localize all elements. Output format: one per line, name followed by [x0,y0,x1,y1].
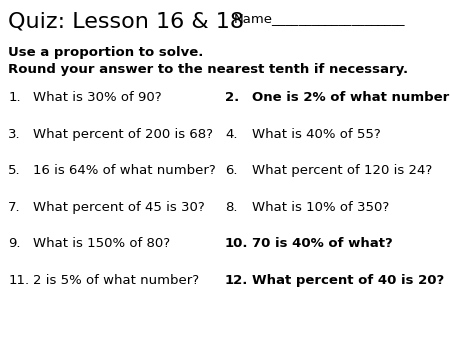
Text: What is 150% of 80?: What is 150% of 80? [33,237,170,250]
Text: What percent of 45 is 30?: What percent of 45 is 30? [33,201,205,214]
Text: Use a proportion to solve.: Use a proportion to solve. [8,46,203,58]
Text: 9.: 9. [8,237,21,250]
Text: Round your answer to the nearest tenth if necessary.: Round your answer to the nearest tenth i… [8,63,408,75]
Text: One is 2% of what number?: One is 2% of what number? [252,91,450,104]
Text: 6.: 6. [225,164,238,177]
Text: 1.: 1. [8,91,21,104]
Text: Name____________________: Name____________________ [234,12,405,25]
Text: 2 is 5% of what number?: 2 is 5% of what number? [33,274,199,287]
Text: 11.: 11. [8,274,29,287]
Text: 3.: 3. [8,128,21,141]
Text: 70 is 40% of what?: 70 is 40% of what? [252,237,393,250]
Text: What is 30% of 90?: What is 30% of 90? [33,91,162,104]
Text: 4.: 4. [225,128,238,141]
Text: 8.: 8. [225,201,238,214]
Text: 10.: 10. [225,237,248,250]
Text: 7.: 7. [8,201,21,214]
Text: 2.: 2. [225,91,239,104]
Text: 5.: 5. [8,164,21,177]
Text: What is 10% of 350?: What is 10% of 350? [252,201,389,214]
Text: What percent of 120 is 24?: What percent of 120 is 24? [252,164,432,177]
Text: What percent of 200 is 68?: What percent of 200 is 68? [33,128,213,141]
Text: What is 40% of 55?: What is 40% of 55? [252,128,381,141]
Text: 12.: 12. [225,274,248,287]
Text: Quiz: Lesson 16 & 18: Quiz: Lesson 16 & 18 [8,12,244,32]
Text: 16 is 64% of what number?: 16 is 64% of what number? [33,164,216,177]
Text: What percent of 40 is 20?: What percent of 40 is 20? [252,274,444,287]
